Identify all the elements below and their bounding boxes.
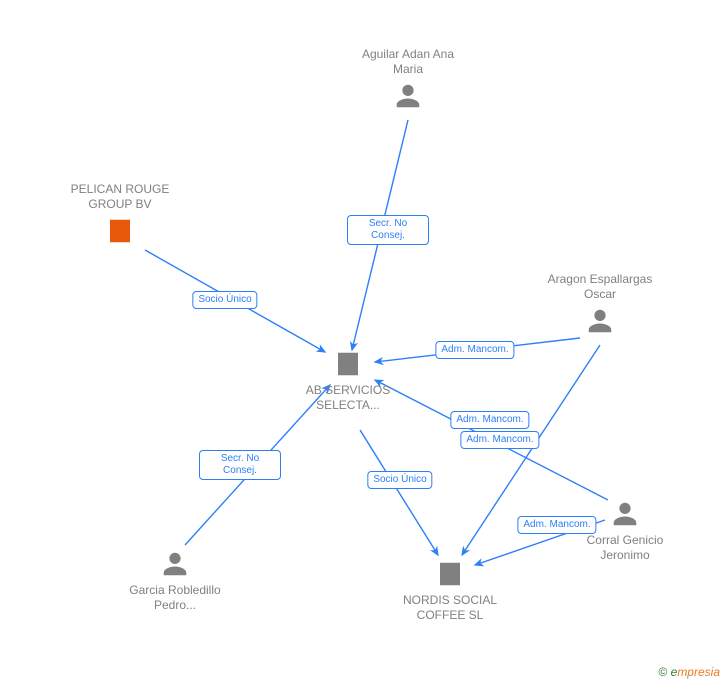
edge-label-e6[interactable]: Socio Único — [367, 471, 432, 489]
person-icon — [540, 306, 660, 336]
node-pelican[interactable]: PELICAN ROUGE GROUP BV — [60, 182, 180, 248]
person-icon — [348, 81, 468, 111]
node-ab[interactable]: AB SERVICIOS SELECTA... — [288, 347, 408, 413]
company-icon — [60, 216, 180, 246]
edge-label-e4[interactable]: Adm. Mancom. — [450, 411, 529, 429]
edge-label-e8[interactable]: Adm. Mancom. — [517, 516, 596, 534]
edge-e6 — [360, 430, 438, 555]
edge-label-e3[interactable]: Adm. Mancom. — [435, 341, 514, 359]
node-label: Corral Genicio Jeronimo — [565, 533, 685, 563]
brand-rest: mpresia — [677, 665, 720, 679]
edge-label-e2[interactable]: Socio Único — [192, 291, 257, 309]
brand: empresia — [671, 665, 720, 679]
company-icon — [288, 349, 408, 379]
diagram-canvas: Aguilar Adan Ana Maria PELICAN ROUGE GROU… — [0, 0, 728, 685]
node-label: AB SERVICIOS SELECTA... — [288, 383, 408, 413]
edge-label-e1[interactable]: Secr. No Consej. — [347, 215, 429, 245]
node-label: Aragon Espallargas Oscar — [540, 272, 660, 302]
node-aragon[interactable]: Aragon Espallargas Oscar — [540, 272, 660, 338]
copyright: © empresia — [658, 665, 720, 679]
copyright-symbol: © — [658, 665, 667, 679]
person-icon — [115, 549, 235, 579]
node-aguilar[interactable]: Aguilar Adan Ana Maria — [348, 47, 468, 113]
node-label: Garcia Robledillo Pedro... — [115, 583, 235, 613]
edge-label-e7[interactable]: Adm. Mancom. — [460, 431, 539, 449]
company-icon — [390, 559, 510, 589]
node-nordis[interactable]: NORDIS SOCIAL COFFEE SL — [390, 557, 510, 623]
node-label: NORDIS SOCIAL COFFEE SL — [390, 593, 510, 623]
edge-label-e5[interactable]: Secr. No Consej. — [199, 450, 281, 480]
node-label: Aguilar Adan Ana Maria — [348, 47, 468, 77]
node-garcia[interactable]: Garcia Robledillo Pedro... — [115, 547, 235, 613]
node-label: PELICAN ROUGE GROUP BV — [60, 182, 180, 212]
